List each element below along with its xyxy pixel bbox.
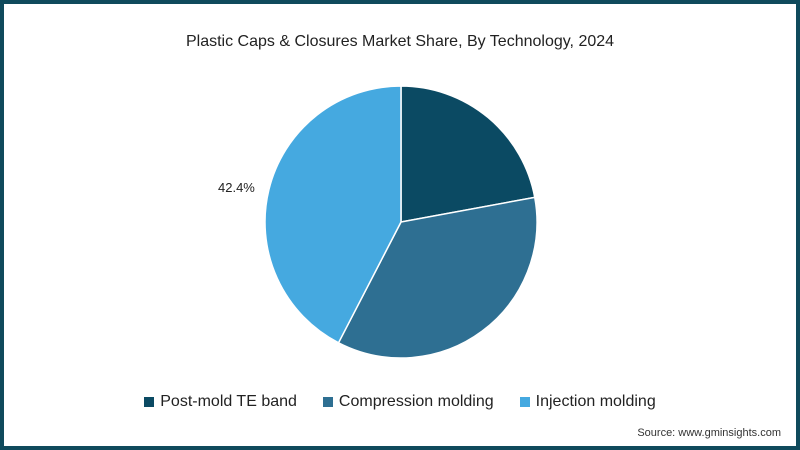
pie-slice-compression-molding[interactable]: [337, 196, 538, 359]
legend-swatch-icon: [322, 397, 333, 407]
data-label-injection-molding: 42.4%: [218, 180, 255, 195]
legend-swatch-icon: [519, 397, 530, 407]
legend: Post-mold TE band Compression molding In…: [0, 393, 800, 411]
legend-item-injection[interactable]: Injection molding: [519, 393, 656, 411]
legend-label: Post-mold TE band: [160, 393, 297, 410]
legend-label: Injection molding: [535, 393, 656, 410]
legend-item-compression[interactable]: Compression molding: [322, 393, 494, 411]
pie-slices: [264, 85, 538, 359]
legend-item-post-mold[interactable]: Post-mold TE band: [144, 393, 297, 411]
legend-swatch-icon: [144, 397, 155, 407]
pie-slice-injection-molding[interactable]: [264, 85, 402, 344]
chart-title: Plastic Caps & Closures Market Share, By…: [185, 33, 615, 50]
source-note: Source: www.gminsights.com: [637, 427, 781, 439]
pie-slice-post-mold-te-band[interactable]: [400, 85, 536, 223]
legend-label: Compression molding: [338, 393, 494, 410]
